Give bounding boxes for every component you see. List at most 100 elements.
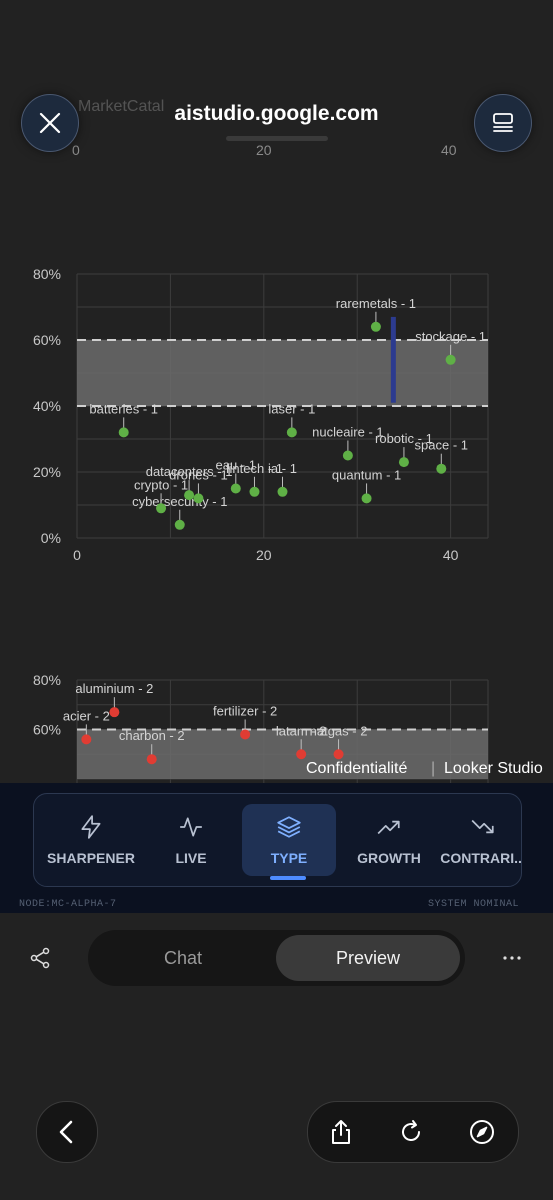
point-label: stockage - 1 xyxy=(415,329,486,344)
trending-down-icon xyxy=(471,819,494,834)
data-point[interactable] xyxy=(81,734,92,745)
ghost-x-tick: 0 xyxy=(72,142,80,158)
point-label: space - 1 xyxy=(415,438,468,453)
nav-type[interactable]: TYPE xyxy=(242,804,336,876)
report-footer: Confidentialité | Looker Studio xyxy=(0,756,553,784)
point-label: latam - 2 xyxy=(276,723,327,738)
point-label: raremetals - 1 xyxy=(336,296,416,311)
data-point[interactable] xyxy=(277,486,288,497)
data-point[interactable] xyxy=(296,749,307,760)
page-url: aistudio.google.com xyxy=(174,102,379,125)
point-label: laser - 1 xyxy=(268,401,315,416)
point-label: natgas - 2 xyxy=(310,723,368,738)
data-point[interactable] xyxy=(156,503,167,514)
view-toggle: Chat Preview xyxy=(88,930,465,986)
ghost-x-tick: 20 xyxy=(256,142,272,158)
data-point[interactable] xyxy=(109,707,120,718)
system-status: SYSTEM NOMINAL xyxy=(428,899,520,910)
point-label: charbon - 2 xyxy=(119,728,185,743)
data-point[interactable] xyxy=(193,493,204,504)
node-id: NODE:MC-ALPHA-7 xyxy=(19,899,117,910)
target-band xyxy=(77,729,488,779)
compass-icon[interactable] xyxy=(468,1118,496,1146)
x-tick-label: 0 xyxy=(73,547,81,562)
data-point[interactable] xyxy=(398,457,409,468)
point-label: nucleaire - 1 xyxy=(312,425,384,440)
nav-label: GROWTH xyxy=(357,850,421,866)
footer-divider: | xyxy=(431,760,436,777)
data-point[interactable] xyxy=(174,519,185,530)
data-point[interactable] xyxy=(445,354,456,365)
bolt-icon xyxy=(81,815,101,839)
point-label: ia - 1 xyxy=(268,461,297,476)
browser-actions xyxy=(307,1101,519,1163)
pulse-icon xyxy=(180,817,202,837)
close-icon xyxy=(39,112,61,134)
looker-studio-link[interactable]: Looker Studio xyxy=(444,760,543,777)
data-point[interactable] xyxy=(370,321,381,332)
share-upload-icon[interactable] xyxy=(327,1118,355,1146)
point-label: aluminium - 2 xyxy=(75,681,153,696)
tabs-list-icon xyxy=(493,113,513,132)
y-tick-label: 80% xyxy=(33,266,61,282)
more-icon xyxy=(503,956,521,960)
data-point[interactable] xyxy=(286,427,297,438)
point-label: fintech - 1 xyxy=(226,461,283,476)
highlight-marker xyxy=(390,316,396,403)
privacy-link[interactable]: Confidentialité xyxy=(306,760,408,777)
back-button[interactable] xyxy=(36,1101,98,1163)
y-tick-label: 20% xyxy=(33,464,61,480)
y-tick-label: 0% xyxy=(41,530,61,546)
point-label: eau - 1 xyxy=(216,458,256,473)
sheet-handle[interactable] xyxy=(226,136,328,141)
point-label: batteries - 1 xyxy=(89,401,158,416)
data-point[interactable] xyxy=(342,450,353,461)
more-button[interactable] xyxy=(500,946,524,975)
nav-sharpener[interactable]: SHARPENER xyxy=(38,804,144,876)
tabs-menu-button[interactable] xyxy=(474,94,532,152)
data-point[interactable] xyxy=(436,463,447,474)
share-icon xyxy=(30,947,50,969)
nav-label: TYPE xyxy=(270,850,308,866)
ghost-header: MarketCatal xyxy=(20,96,530,122)
point-label: datacenters - 1 xyxy=(146,464,233,479)
nav-contrarian[interactable]: CONTRARI... xyxy=(438,804,522,876)
data-point[interactable] xyxy=(146,754,157,765)
nav-live[interactable]: LIVE xyxy=(144,804,238,876)
layers-icon xyxy=(277,816,301,838)
share-button[interactable] xyxy=(28,946,52,975)
x-tick-label: 40 xyxy=(443,547,459,562)
point-label: quantum - 1 xyxy=(332,467,401,482)
y-tick-label: 80% xyxy=(33,672,61,688)
type-nav-bar: SHARPENER LIVE TYPE GROWTH CONTRARI... xyxy=(33,793,522,887)
tab-chat[interactable]: Chat xyxy=(163,948,203,968)
data-point[interactable] xyxy=(230,483,241,494)
active-tab-indicator xyxy=(270,876,306,880)
data-point[interactable] xyxy=(249,486,260,497)
tab-preview[interactable]: Preview xyxy=(276,935,460,981)
point-label: acier - 2 xyxy=(63,708,110,723)
nav-label: CONTRARI... xyxy=(440,850,522,866)
x-tick-label: 20 xyxy=(256,547,272,562)
scatter-chart-type-2: 80% 60% aluminium - 2 acier - 2 fertilizer … xyxy=(33,672,489,788)
close-button[interactable] xyxy=(21,94,79,152)
data-point[interactable] xyxy=(118,427,129,438)
nav-growth[interactable]: GROWTH xyxy=(340,804,438,876)
nav-label: SHARPENER xyxy=(47,850,135,866)
data-point[interactable] xyxy=(333,749,344,760)
browser-top-bar: aistudio.google.com xyxy=(0,0,553,170)
data-point[interactable] xyxy=(361,493,372,504)
target-band xyxy=(77,340,488,406)
point-label: cybersecurity - 1 xyxy=(132,494,227,509)
data-point[interactable] xyxy=(240,729,251,740)
point-label: crypto - 1 xyxy=(134,477,188,492)
y-tick-label: 60% xyxy=(33,332,61,348)
chevron-left-icon xyxy=(59,1120,73,1144)
ghost-x-tick: 40 xyxy=(441,142,457,158)
ghost-title: MarketCatal xyxy=(78,98,165,115)
y-tick-label: 60% xyxy=(33,722,61,738)
data-point[interactable] xyxy=(184,490,195,501)
point-label: robotic - 1 xyxy=(375,431,433,446)
point-label: drones - 1 xyxy=(169,467,228,482)
reload-icon[interactable] xyxy=(397,1118,425,1146)
